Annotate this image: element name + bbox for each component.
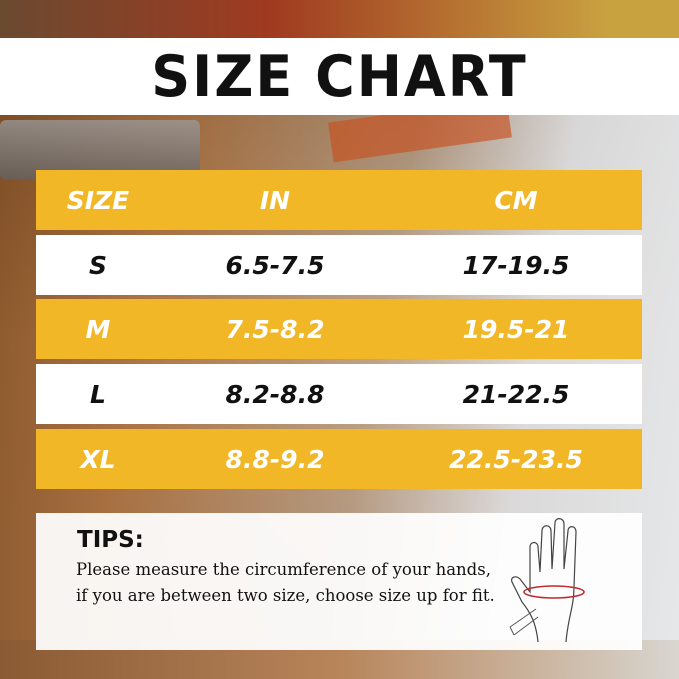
background-tools-top (0, 0, 679, 38)
tips-heading: TIPS: (77, 527, 144, 553)
cell-in: 8.8-9.2 (225, 444, 325, 474)
table-header: SIZE IN CM (36, 170, 642, 230)
cell-size: XL (80, 444, 116, 474)
cell-size: S (88, 250, 107, 280)
cell-cm: 22.5-23.5 (449, 444, 583, 474)
tips-box: TIPS: Please measure the circumference o… (36, 513, 642, 650)
title-banner: SIZE CHART (0, 38, 679, 115)
table-row: XL 8.8-9.2 22.5-23.5 (36, 429, 642, 489)
cell-size: L (90, 379, 106, 409)
cell-cm: 19.5-21 (462, 314, 570, 344)
cell-size: M (85, 314, 111, 344)
tips-text: Please measure the circumference of your… (76, 560, 495, 605)
page-title: SIZE CHART (151, 43, 528, 110)
table-row: L 8.2-8.8 21-22.5 (36, 364, 642, 424)
cell-in: 7.5-8.2 (225, 314, 325, 344)
table-row: M 7.5-8.2 19.5-21 (36, 299, 642, 359)
cell-cm: 21-22.5 (462, 379, 570, 409)
header-size: SIZE (66, 185, 130, 215)
header-in: IN (259, 185, 291, 215)
cell-in: 6.5-7.5 (225, 250, 325, 280)
cell-in: 8.2-8.8 (225, 379, 325, 409)
table-row: S 6.5-7.5 17-19.5 (36, 235, 642, 295)
header-cm: CM (494, 185, 538, 215)
hand-measure-icon (509, 518, 585, 643)
cell-cm: 17-19.5 (462, 250, 570, 280)
